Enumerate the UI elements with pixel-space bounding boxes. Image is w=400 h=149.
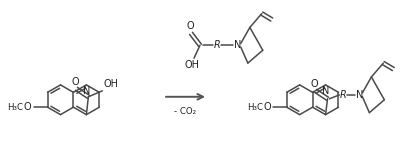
Text: R: R <box>340 90 347 100</box>
Text: O: O <box>263 102 271 112</box>
Text: H₃C: H₃C <box>8 103 24 112</box>
Text: R: R <box>214 40 220 50</box>
Text: - CO₂: - CO₂ <box>174 107 197 116</box>
Text: O: O <box>72 77 79 87</box>
Text: H₃C: H₃C <box>247 103 263 112</box>
Text: N: N <box>322 86 329 96</box>
Text: OH: OH <box>103 79 118 89</box>
Text: OH: OH <box>184 60 200 70</box>
Text: O: O <box>311 79 318 89</box>
Text: N: N <box>356 90 363 100</box>
Text: O: O <box>186 21 194 31</box>
Text: N: N <box>234 40 242 50</box>
Text: O: O <box>24 102 32 112</box>
Text: N: N <box>83 86 90 96</box>
